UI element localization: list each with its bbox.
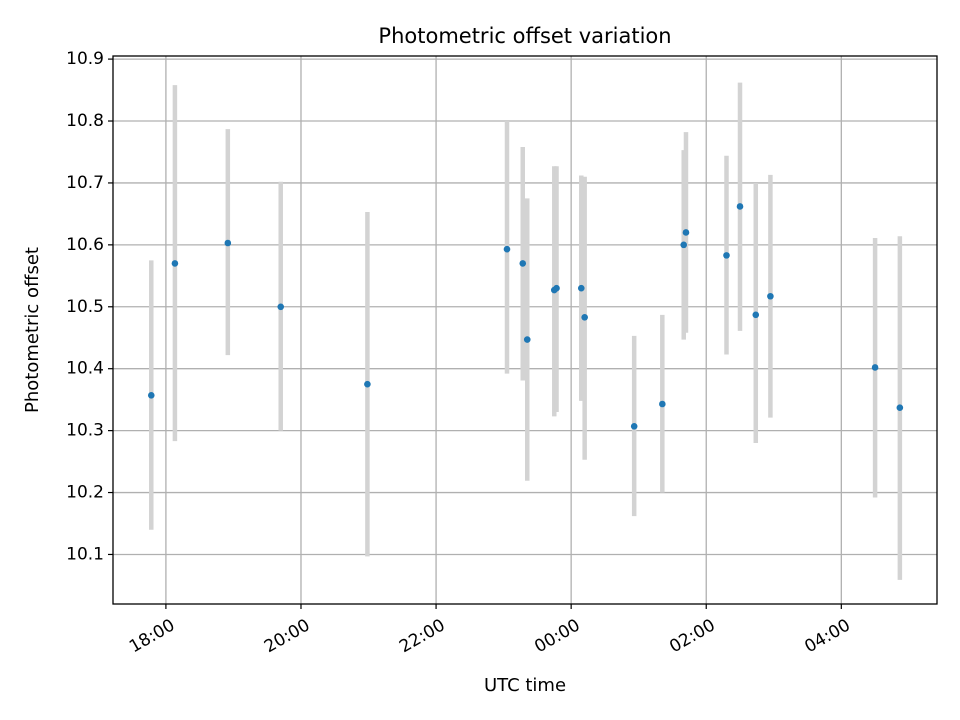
data-point	[577, 284, 585, 292]
y-tick-label: 10.5	[66, 297, 104, 317]
data-point	[503, 245, 511, 253]
plot-frame	[112, 55, 938, 605]
chart-title: Photometric offset variation	[378, 24, 671, 48]
data-point	[752, 311, 760, 319]
y-tick-label: 10.1	[66, 544, 104, 564]
data-point	[630, 422, 638, 430]
y-tick-label: 10.6	[66, 235, 104, 255]
y-tick-label: 10.3	[66, 421, 104, 441]
point-layer	[147, 203, 904, 430]
y-tick-label: 10.4	[66, 359, 104, 379]
data-point	[277, 303, 285, 311]
y-axis-label: Photometric offset	[22, 247, 43, 413]
data-point	[723, 252, 730, 259]
data-point	[364, 380, 371, 388]
data-point	[682, 229, 690, 236]
data-point	[523, 336, 531, 343]
data-point	[767, 292, 774, 300]
data-point	[553, 284, 560, 292]
y-tick-label: 10.2	[66, 483, 104, 503]
data-point	[659, 400, 666, 408]
y-tick-label: 10.9	[66, 49, 104, 69]
data-point	[736, 203, 744, 210]
data-point	[147, 392, 155, 399]
data-point	[871, 364, 879, 371]
data-point	[581, 314, 588, 321]
data-point	[680, 241, 688, 249]
y-tick-label: 10.7	[66, 173, 104, 193]
data-point	[519, 260, 527, 267]
y-tick-label: 10.8	[66, 111, 104, 131]
x-axis-label: UTC time	[484, 675, 566, 696]
data-point	[896, 404, 904, 412]
data-point	[224, 239, 232, 247]
grid-layer	[113, 56, 937, 604]
data-point	[171, 260, 179, 267]
